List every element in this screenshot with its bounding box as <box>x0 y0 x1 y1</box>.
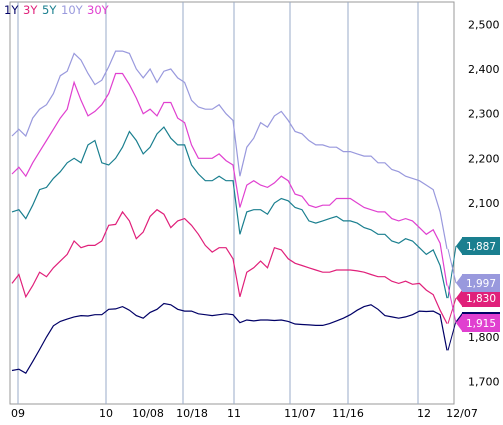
end-label-text: 1,915 <box>466 318 496 330</box>
end-label-30y: 1,915 <box>447 285 500 332</box>
end-label-text: 1,830 <box>466 293 496 305</box>
end-label-box <box>462 274 500 292</box>
end-label-arrow <box>456 290 462 306</box>
end-label-box <box>462 314 500 332</box>
x-tick-label: 09 <box>11 407 25 420</box>
y-tick-label: 2,100 <box>468 197 500 210</box>
y-tick-label: 2,200 <box>468 152 500 165</box>
series-line-3y <box>11 208 448 324</box>
legend-item-3y: 3Y <box>23 3 38 17</box>
x-tick-label: 12/07 <box>446 407 478 420</box>
series-line-30y <box>11 72 448 286</box>
plot-frame <box>9 1 455 405</box>
end-label-arrow <box>456 275 462 291</box>
y-tick-label: 2,500 <box>468 18 500 31</box>
x-tick-label: 10/08 <box>132 407 164 420</box>
end-label-box <box>462 237 500 255</box>
end-label-arrow <box>456 315 462 331</box>
end-label-connector <box>447 297 457 324</box>
legend: 1Y 3Y 5Y 10Y 30Y <box>4 3 110 17</box>
x-axis-tick-labels: 09 10 10/08 10/18 11 11/07 11/16 12 12/07 <box>11 407 478 420</box>
x-tick-label: 11 <box>227 407 241 420</box>
y-tick-label: 2,400 <box>468 63 500 76</box>
x-tick-label: 11/16 <box>332 407 364 420</box>
x-tick-label: 10/18 <box>176 407 208 420</box>
end-label-3y: 1,830 <box>447 289 500 324</box>
y-tick-label: 1,800 <box>468 331 500 344</box>
end-label-connector <box>447 248 457 284</box>
y-axis-tick-labels: 1,7001,8001,9002,0002,1002,2002,3002,400… <box>468 18 500 388</box>
y-tick-label: 1,700 <box>468 376 500 389</box>
series-line-10y <box>11 50 448 250</box>
legend-item-10y: 10Y <box>61 3 84 17</box>
y-tick-label: 2,300 <box>468 108 500 121</box>
end-label-text: 1,997 <box>466 278 496 290</box>
end-label-text: 1,887 <box>466 241 496 253</box>
legend-item-30y: 30Y <box>87 3 110 17</box>
end-label-arrow <box>456 238 462 254</box>
series-lines <box>11 50 448 375</box>
legend-item-1y: 1Y <box>4 3 19 17</box>
x-tick-label: 12 <box>417 407 431 420</box>
end-label-10y: 1,997 <box>447 248 500 292</box>
end-label-5y: 1,887 <box>447 237 500 299</box>
series-line-5y <box>11 126 448 299</box>
legend-item-5y: 5Y <box>42 3 57 17</box>
x-tick-label: 11/07 <box>284 407 316 420</box>
x-tick-label: 10 <box>99 407 113 420</box>
end-label-connector <box>447 320 457 351</box>
end-label-connector <box>447 245 457 299</box>
end-label-connector <box>447 285 457 324</box>
series-line-1y <box>11 302 448 375</box>
end-label-box <box>462 289 500 307</box>
